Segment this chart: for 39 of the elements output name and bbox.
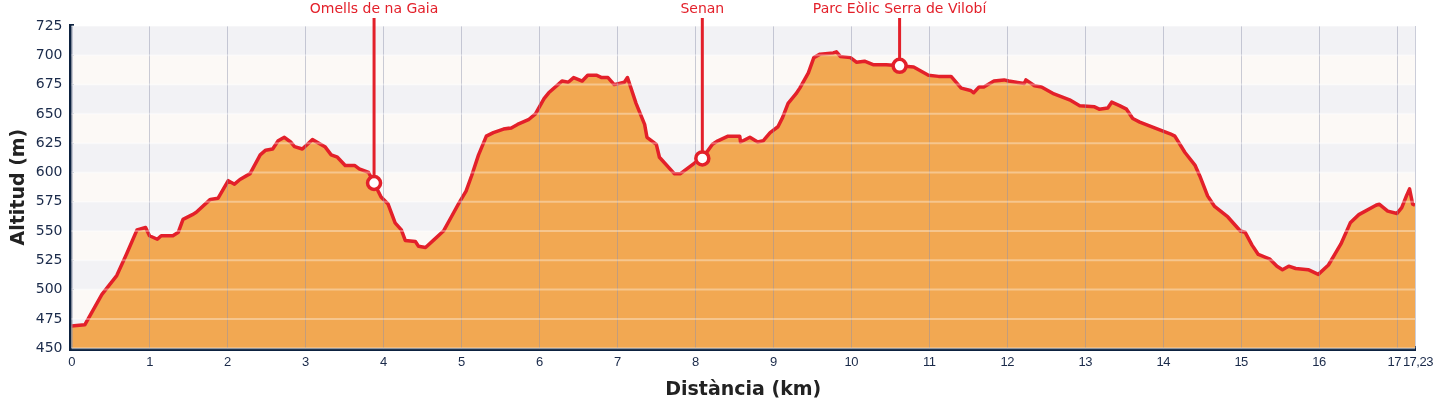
x-tick-label: 1 <box>146 354 154 370</box>
y-tick-label: 700 <box>35 45 63 62</box>
y-tick-label: 725 <box>35 16 63 33</box>
y-tick-label: 525 <box>35 250 63 267</box>
x-tick-label: 2 <box>224 354 232 370</box>
x-tick-label: 16 <box>1312 354 1327 370</box>
y-tick-label: 500 <box>35 280 63 297</box>
x-tick-label: 5 <box>458 354 466 370</box>
x-tick-label: 17,23 <box>1402 354 1434 370</box>
annotation: Senan <box>680 0 725 16</box>
x-tick-label: 3 <box>302 354 310 370</box>
y-tick-label: 675 <box>35 75 63 92</box>
x-tick-label: 9 <box>769 354 777 370</box>
y-tick-label: 600 <box>35 163 63 180</box>
x-tick-label: 11 <box>922 354 936 370</box>
x-tick-label: 7 <box>613 354 621 370</box>
y-tick-label: 650 <box>35 104 63 121</box>
y-axis-title: Altitud (m) <box>6 128 29 246</box>
y-tick-label: 550 <box>35 221 63 238</box>
x-tick-label: 10 <box>844 354 859 370</box>
y-tick-label: 450 <box>35 338 63 355</box>
x-tick-label: 4 <box>380 354 388 370</box>
point <box>891 57 908 75</box>
y-tick-label: 625 <box>35 133 63 150</box>
annotation: Parc Eòlic Serra de Vilobí <box>812 0 988 16</box>
x-tick-label: 17 <box>1387 354 1402 370</box>
annotation: Omells de na Gaia <box>309 0 439 16</box>
x-tick-label: 13 <box>1078 354 1093 370</box>
x-tick-label: 12 <box>1000 354 1015 370</box>
x-tick-label: 14 <box>1156 354 1171 370</box>
y-tick-label: 575 <box>35 192 63 209</box>
x-tick-label: 0 <box>68 354 76 370</box>
x-tick-label: 6 <box>535 354 543 370</box>
x-tick-label: 8 <box>691 354 699 370</box>
point <box>365 174 383 192</box>
point <box>694 150 711 167</box>
x-axis-title: Distància (km) <box>665 376 822 399</box>
y-tick-label: 475 <box>35 309 63 326</box>
x-tick-label: 15 <box>1234 354 1249 370</box>
